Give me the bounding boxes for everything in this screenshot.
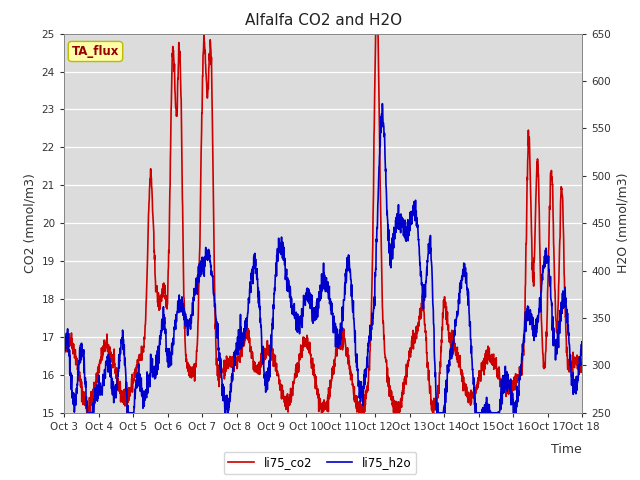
li75_co2 [579,363,586,369]
li75_h2o [84,410,92,416]
li75_h2o [533,325,541,331]
li75_h2o [548,299,556,304]
li75_co2 [83,410,91,416]
li75_co2 [339,337,346,343]
li75_h2o [378,101,386,107]
li75_co2 [60,350,68,356]
li75_h2o [60,360,68,366]
Legend: li75_co2, li75_h2o: li75_co2, li75_h2o [224,452,416,474]
li75_h2o [579,346,586,351]
Text: TA_flux: TA_flux [72,45,119,58]
li75_h2o [338,313,346,319]
Title: Alfalfa CO2 and H2O: Alfalfa CO2 and H2O [244,13,402,28]
Y-axis label: H2O (mmol/m3): H2O (mmol/m3) [617,173,630,274]
li75_h2o [349,298,357,304]
li75_h2o [474,410,482,416]
li75_co2 [200,31,208,36]
X-axis label: Time: Time [552,443,582,456]
li75_co2 [548,168,556,173]
li75_co2 [533,159,541,165]
li75_co2 [349,391,357,396]
Line: li75_co2: li75_co2 [64,34,582,413]
Line: li75_h2o: li75_h2o [64,104,582,413]
li75_h2o [205,256,212,262]
li75_co2 [205,63,213,69]
Y-axis label: CO2 (mmol/m3): CO2 (mmol/m3) [23,173,36,273]
li75_co2 [474,385,482,391]
